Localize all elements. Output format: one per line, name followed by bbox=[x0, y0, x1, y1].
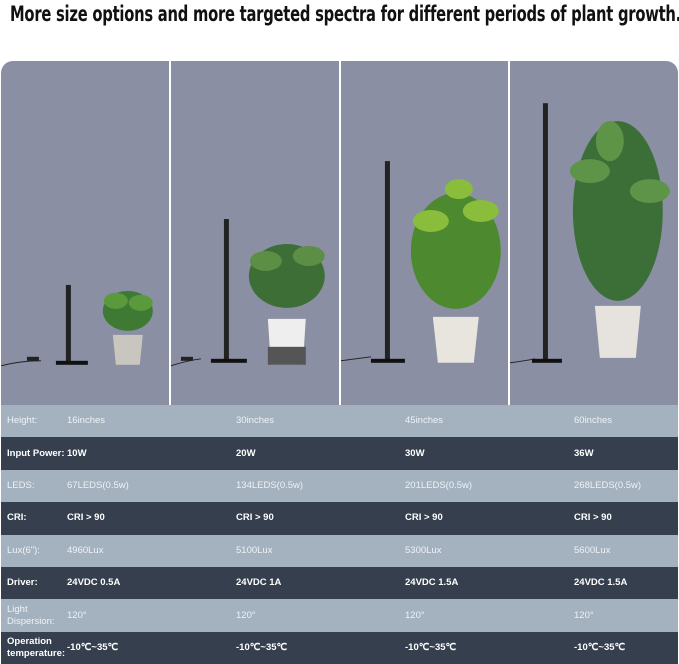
lamp-and-plant-image bbox=[510, 103, 671, 364]
spec-value: CRI > 90 bbox=[574, 512, 612, 524]
spec-label: CRI: bbox=[7, 512, 27, 524]
spec-value: 120° bbox=[405, 609, 425, 621]
spec-value: 5300Lux bbox=[405, 544, 442, 556]
spec-value: -10℃~35℃ bbox=[67, 641, 119, 653]
spec-row: Driver: 24VDC 0.5A 24VDC 1A 24VDC 1.5A 24VDC… bbox=[1, 566, 678, 600]
spec-value: 67LEDS(0.5w) bbox=[67, 479, 129, 491]
spec-value: 36W bbox=[574, 447, 594, 459]
spec-value: 24VDC 0.5A bbox=[67, 577, 121, 589]
spec-value: 24VDC 1A bbox=[236, 577, 282, 589]
spec-value: 268LEDS(0.5w) bbox=[574, 479, 642, 491]
spec-value: 30W bbox=[405, 447, 425, 459]
spec-value: CRI > 90 bbox=[405, 512, 443, 524]
spec-value: 10W bbox=[67, 447, 87, 459]
spec-label: LEDS: bbox=[7, 479, 35, 491]
spec-label: Input Power: bbox=[7, 447, 65, 459]
spec-label: Driver: bbox=[7, 577, 38, 589]
spec-label: Light Dispersion: bbox=[7, 603, 55, 627]
spec-value: -10℃~35℃ bbox=[574, 641, 626, 653]
panel-45-inch bbox=[340, 61, 509, 405]
headline: More size options and more targeted spec… bbox=[10, 2, 679, 26]
product-size-gallery bbox=[1, 61, 678, 405]
spec-value: 5100Lux bbox=[236, 544, 273, 556]
spec-value: 24VDC 1.5A bbox=[574, 577, 628, 589]
spec-value: 120° bbox=[236, 609, 256, 621]
spec-value: 30inches bbox=[236, 415, 275, 427]
spec-value: 60inches bbox=[574, 415, 613, 427]
panel-60-inch bbox=[510, 61, 678, 405]
spec-row: Input Power: 10W 20W 30W 36W bbox=[1, 437, 678, 470]
spec-row: CRI: CRI > 90 CRI > 90 CRI > 90 CRI > 90 bbox=[1, 502, 678, 535]
spec-row: Height: 16inches 30inches 45inches 60inches bbox=[1, 405, 678, 438]
panel-16-inch bbox=[1, 61, 169, 405]
spec-row: LEDS: 67LEDS(0.5w) 134LEDS(0.5w) 201LEDS(0.… bbox=[1, 469, 678, 503]
spec-value: 120° bbox=[67, 609, 87, 621]
spec-row: Lux(6"): 4960Lux 5100Lux 5300Lux 5600Lux bbox=[1, 534, 678, 567]
spec-row: Operation temperature: -10℃~35℃ -10℃~35℃ -1… bbox=[1, 631, 678, 664]
spec-value: 16inches bbox=[67, 415, 106, 427]
spec-label: Operation temperature: bbox=[7, 635, 66, 659]
specs-table: Height: 16inches 30inches 45inches 60inches I… bbox=[1, 405, 678, 664]
spec-value: 20W bbox=[236, 447, 256, 459]
spec-value: 120° bbox=[574, 609, 594, 621]
panel-30-inch bbox=[170, 61, 339, 405]
lamp-and-plant-image bbox=[340, 161, 501, 363]
spec-value: 134LEDS(0.5w) bbox=[236, 479, 304, 491]
lamp-and-plant-image bbox=[1, 284, 153, 367]
spec-row: Light Dispersion: 120° 120° 120° 120° bbox=[1, 599, 678, 632]
spec-label: Lux(6"): bbox=[7, 544, 40, 556]
spec-value: -10℃~35℃ bbox=[405, 641, 457, 653]
spec-label: Height: bbox=[7, 415, 38, 427]
spec-value: 4960Lux bbox=[67, 544, 104, 556]
spec-value: 5600Lux bbox=[574, 544, 611, 556]
spec-value: 45inches bbox=[405, 415, 444, 427]
spec-value: 24VDC 1.5A bbox=[405, 577, 459, 589]
spec-value: -10℃~35℃ bbox=[236, 641, 288, 653]
lamp-and-plant-image bbox=[170, 219, 325, 367]
spec-value: CRI > 90 bbox=[236, 512, 274, 524]
spec-value: CRI > 90 bbox=[67, 512, 105, 524]
spec-value: 201LEDS(0.5w) bbox=[405, 479, 473, 491]
